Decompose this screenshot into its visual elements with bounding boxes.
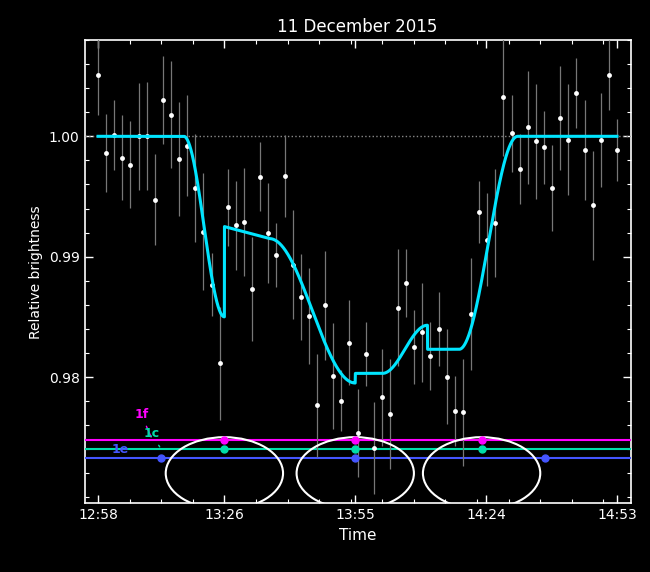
X-axis label: Time: Time [339, 528, 376, 543]
Text: 1f: 1f [134, 408, 151, 437]
Text: 1c: 1c [143, 427, 160, 447]
Text: 1e: 1e [112, 443, 129, 456]
Title: 11 December 2015: 11 December 2015 [278, 18, 437, 35]
Y-axis label: Relative brightness: Relative brightness [29, 205, 43, 339]
